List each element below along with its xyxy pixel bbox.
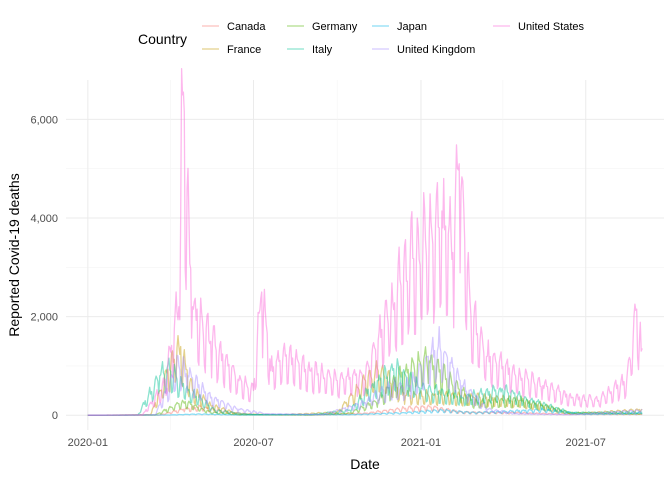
legend-item-germany: Germany [287,21,358,33]
legend-label-japan: Japan [397,21,427,33]
legend-label-germany: Germany [312,21,358,33]
y-tick-label: 4,000 [30,213,58,225]
series-layer [87,68,643,416]
series-line-united-kingdom [87,325,643,416]
x-axis-title: Date [350,456,380,472]
axis-ticks: 0 2,000 4,000 6,000 2020-01 2020-07 2021-01 202… [30,114,605,449]
legend-label-united-kingdom: United Kingdom [397,44,475,56]
legend-title: Country [138,31,187,47]
legend-label-france: France [227,44,261,56]
x-tick-label: 2021-01 [401,437,441,449]
legend-item-united-kingdom: United Kingdom [372,44,475,56]
x-tick-label: 2020-07 [233,437,273,449]
legend-label-italy: Italy [312,44,333,56]
legend: Country Canada France Germany Italy Japan Uni… [138,21,585,56]
series-line-canada [87,404,643,416]
series-line-japan [87,407,643,416]
legend-item-france: France [202,44,261,56]
legend-item-canada: Canada [202,21,266,33]
legend-item-united-states: United States [493,21,585,33]
series-line-united-states [87,68,643,416]
y-tick-label: 2,000 [30,312,58,324]
legend-item-italy: Italy [287,44,333,56]
grid [66,80,664,430]
y-tick-label: 6,000 [30,114,58,126]
x-tick-label: 2020-01 [68,437,108,449]
y-tick-label: 0 [52,410,58,422]
legend-label-united-states: United States [518,21,585,33]
series-line-germany [87,346,643,416]
legend-label-canada: Canada [227,21,266,33]
y-axis-title: Reported Covid-19 deaths [6,173,22,336]
legend-item-japan: Japan [372,21,427,33]
series-line-italy [87,357,643,416]
series-line-france [87,335,643,416]
x-tick-label: 2021-07 [566,437,606,449]
